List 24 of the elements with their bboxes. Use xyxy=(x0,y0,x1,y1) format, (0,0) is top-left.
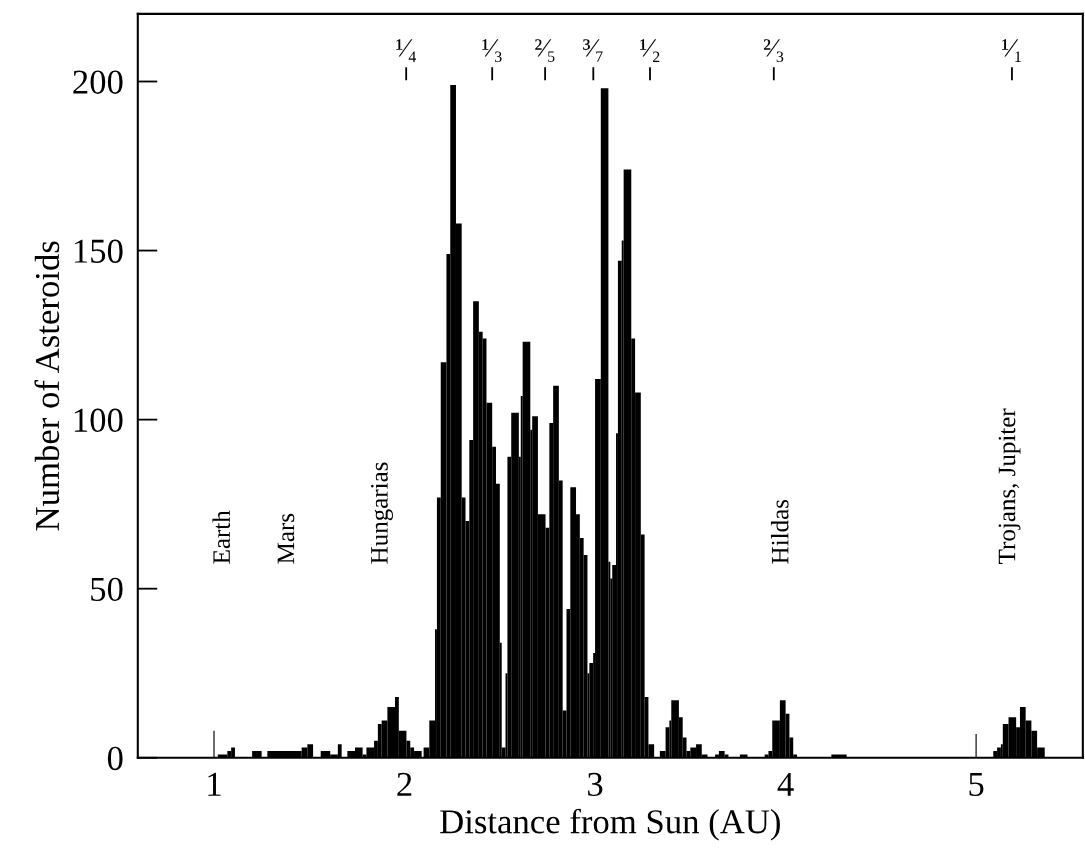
annotation: Hungarias xyxy=(371,462,393,564)
y-tick-label: 50 xyxy=(91,577,123,602)
x-tick-label: 5 xyxy=(969,773,984,797)
x-axis-title: Distance from Sun (AU) xyxy=(440,808,780,841)
x-tick-label: 2 xyxy=(397,772,412,796)
annotation: Mars xyxy=(277,513,295,564)
annotation: ³⁄₇ xyxy=(583,39,603,62)
annotation: ¹⁄₃ xyxy=(482,39,502,63)
x-tick-label: 3 xyxy=(588,772,603,797)
y-tick-label: 0 xyxy=(107,746,123,771)
annotation: ¹⁄₄ xyxy=(396,39,417,62)
annotation: Hildas xyxy=(770,499,789,564)
annotation: ²⁄₃ xyxy=(763,39,784,63)
annotation: ²⁄₅ xyxy=(535,39,555,62)
annotation: ¹⁄₁ xyxy=(1002,39,1021,62)
y-tick-label: 200 xyxy=(73,70,123,94)
y-tick-label: 100 xyxy=(74,408,123,433)
x-tick-label: 4 xyxy=(777,772,794,796)
annotation: Trojans, Jupiter xyxy=(998,408,1021,564)
annotation: Earth xyxy=(212,510,231,564)
annotation: ¹⁄₂ xyxy=(640,39,660,62)
y-axis-title: Number of Asteroids xyxy=(34,241,60,531)
y-tick-label: 150 xyxy=(74,239,123,263)
x-tick-label: 1 xyxy=(208,772,221,796)
